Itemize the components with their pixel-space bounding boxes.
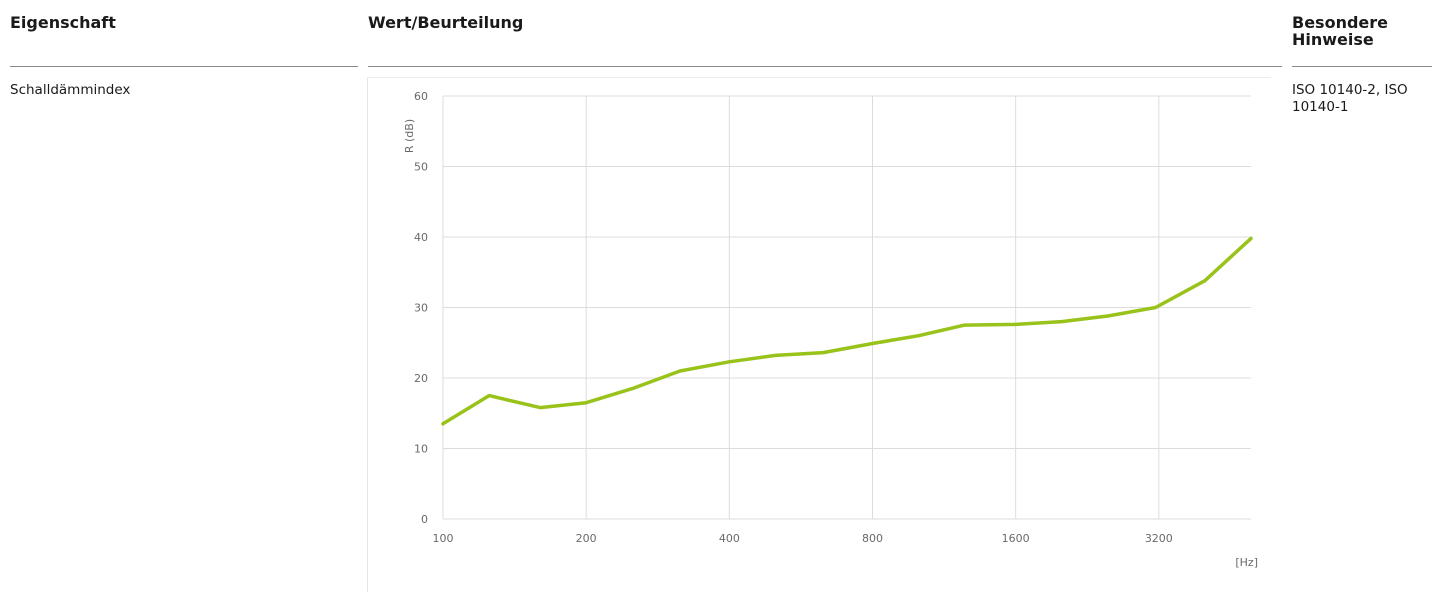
data-point [1249,236,1253,240]
property-cell: Schalldämmindex [10,82,131,98]
header-divider-property [10,66,358,67]
data-point [727,360,731,364]
data-point [538,406,542,410]
data-point [1154,306,1158,309]
x-tick-label: 800 [862,532,883,545]
column-header-value: Wert/Beurteilung [368,13,524,32]
chart-series [441,236,1253,426]
data-point [1060,320,1064,324]
data-point [773,353,777,357]
data-point [963,323,967,327]
data-point [487,394,491,398]
data-point [584,401,588,405]
x-tick-label: 1600 [1002,532,1030,545]
y-axis-label: R (dB) [403,119,416,153]
data-point [441,422,445,426]
x-axis-label: [Hz] [1235,556,1258,569]
x-tick-label: 400 [719,532,740,545]
data-point [821,351,825,355]
notes-cell: ISO 10140-2, ISO 10140-1 [1292,82,1408,115]
data-point [1203,279,1207,283]
y-tick-label: 30 [414,302,428,315]
sound-reduction-line [441,236,1253,426]
data-point [870,341,874,345]
y-tick-label: 60 [414,90,428,103]
chart-grid [442,95,1251,520]
data-point [1014,322,1018,326]
y-tick-label: 10 [414,443,428,456]
data-point [630,387,634,391]
x-tick-label: 200 [576,532,597,545]
sound-insulation-chart: 0 10 20 30 40 50 60 100 200 400 800 1600 3200 R (dB… [403,90,1258,569]
data-point [917,334,921,338]
chart-container: 0 10 20 30 40 50 60 100 200 400 800 1600 3200 R (dB… [367,77,1271,592]
y-tick-label: 50 [414,161,428,174]
y-tick-label: 20 [414,372,428,385]
x-tick-label: 100 [433,532,454,545]
header-divider-notes [1292,66,1432,67]
x-tick-label: 3200 [1145,532,1173,545]
y-axis-ticks: 0 10 20 30 40 50 60 [414,90,428,526]
column-header-property: Eigenschaft [10,13,116,32]
column-header-notes: Besondere Hinweise [1292,13,1388,49]
y-tick-label: 0 [421,513,428,526]
x-axis-ticks: 100 200 400 800 1600 3200 [433,532,1173,545]
data-point [678,369,682,373]
data-point [1106,314,1110,318]
y-tick-label: 40 [414,231,428,244]
header-divider-value [368,66,1282,67]
